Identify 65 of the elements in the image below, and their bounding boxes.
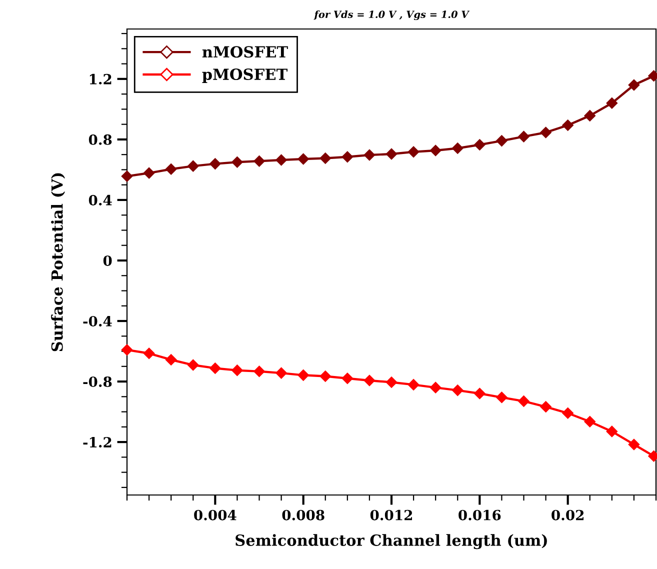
point [628,438,640,450]
x-tick-label: 0.008 [282,510,324,520]
point [452,384,464,396]
y-tick-label: -0.8 [83,376,112,387]
point [254,155,265,167]
point [606,426,618,438]
y-tick-label: 0 [103,255,112,266]
point [408,379,420,390]
point [188,160,199,172]
x-tick-label: 0.012 [370,510,412,520]
x-axis-title: Semiconductor Channel length (um) [236,534,547,550]
y-tick-label: -0.4 [83,316,112,326]
point [562,408,574,419]
point [276,367,287,379]
point [364,149,376,161]
point [342,151,354,162]
point [496,392,508,404]
y-tick-label: 0.4 [88,194,112,206]
point [210,158,221,170]
y-axis-title: Surface Potential (V) [51,173,66,352]
point [584,110,596,122]
point [430,144,442,156]
y-tick-label: 1.2 [90,74,112,84]
point [320,152,331,164]
legend-label: nMOSFET [202,46,288,58]
point [430,382,442,394]
point [364,374,376,386]
point [408,146,420,158]
point [143,348,155,359]
x-tick-label: 0.004 [194,510,236,520]
point [232,364,243,376]
point [540,126,552,138]
point [188,359,199,371]
point [584,416,596,428]
point [540,401,552,412]
point [121,344,133,356]
point [518,396,530,407]
y-tick-label: 0.8 [88,134,112,145]
point [452,142,464,154]
point [518,130,530,142]
legend-label: pMOSFET [202,68,288,84]
point [474,388,486,400]
point [165,163,177,175]
point [210,362,221,374]
point [496,135,508,146]
point [342,372,354,384]
point [474,139,486,150]
point [121,170,133,182]
point [298,370,309,381]
point [628,79,640,91]
point [143,167,155,179]
point [298,153,309,165]
point [165,354,177,366]
point [562,120,574,131]
point [320,370,331,382]
point [386,148,398,160]
point [254,366,265,377]
point [276,154,287,166]
point [386,376,398,388]
y-tick-label: -1.2 [83,437,112,448]
chart-title: for Vds = 1.0 V , Vgs = 1.0 V [314,10,470,20]
point [232,156,243,168]
point [606,98,618,109]
x-tick-label: 0.016 [458,510,501,520]
x-tick-label: 0.02 [552,510,584,520]
